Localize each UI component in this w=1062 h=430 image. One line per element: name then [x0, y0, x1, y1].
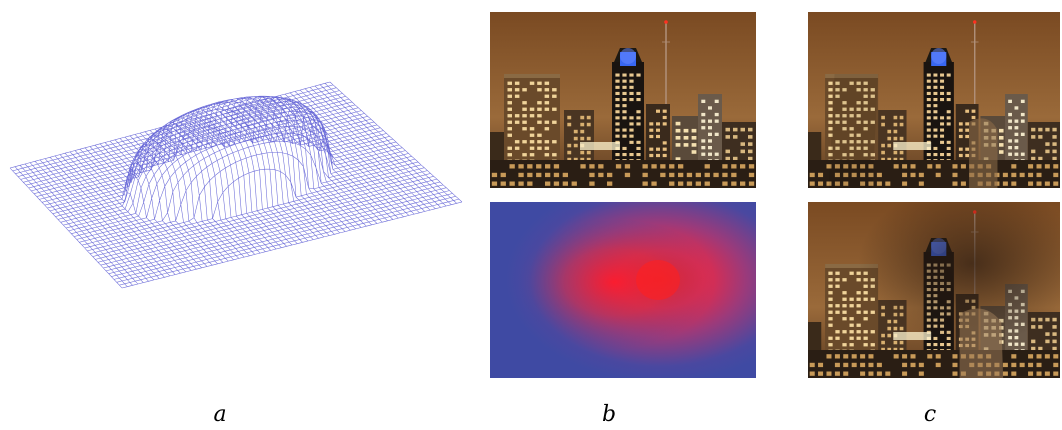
wireframe-surface — [9, 81, 463, 289]
panel-c-warped-photo-2 — [808, 202, 1060, 378]
caption-c: c — [923, 402, 937, 427]
panel-a — [0, 0, 470, 390]
panel-b-city-photo — [490, 12, 756, 188]
mesh-lines — [9, 81, 463, 289]
panel-c-warped-photo-1 — [808, 12, 1060, 188]
panel-b-heatmap — [490, 202, 756, 378]
caption-a: a — [213, 402, 227, 427]
caption-b: b — [601, 402, 617, 427]
